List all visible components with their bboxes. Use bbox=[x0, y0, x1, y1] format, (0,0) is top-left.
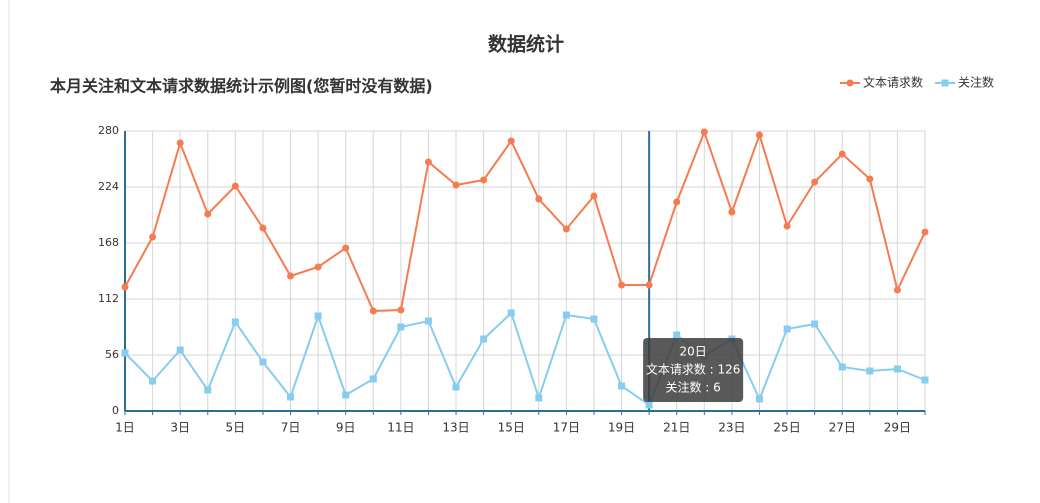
y-tick-label: 112 bbox=[98, 292, 119, 305]
x-tick-label: 5日 bbox=[226, 421, 246, 435]
point bbox=[424, 158, 432, 166]
y-tick-label: 280 bbox=[98, 124, 119, 137]
x-tick-label: 1日 bbox=[115, 421, 135, 435]
point bbox=[424, 317, 432, 325]
tooltip-line: 关注数 : 6 bbox=[665, 380, 720, 395]
point bbox=[314, 263, 322, 271]
point bbox=[342, 391, 350, 399]
x-tick-label: 3日 bbox=[170, 421, 190, 435]
y-tick-label: 168 bbox=[98, 236, 119, 249]
point bbox=[590, 192, 598, 200]
point bbox=[893, 365, 901, 373]
point bbox=[700, 128, 708, 136]
x-tick-label: 29日 bbox=[884, 421, 911, 435]
legend-marker bbox=[941, 79, 949, 87]
point bbox=[452, 383, 460, 391]
tooltip-box bbox=[643, 338, 744, 402]
x-tick-label: 15日 bbox=[498, 421, 525, 435]
x-tick-label: 9日 bbox=[336, 421, 356, 435]
legend-marker bbox=[846, 79, 854, 87]
point bbox=[507, 309, 515, 317]
point bbox=[562, 225, 570, 233]
point bbox=[866, 367, 874, 375]
point bbox=[535, 195, 543, 203]
point bbox=[287, 272, 295, 280]
point bbox=[618, 382, 626, 390]
point bbox=[176, 346, 184, 354]
legend-label: 文本请求数 bbox=[863, 75, 923, 90]
point bbox=[838, 363, 846, 371]
x-tick-label: 23日 bbox=[718, 421, 745, 435]
point bbox=[811, 320, 819, 328]
point bbox=[618, 281, 626, 289]
point bbox=[921, 376, 929, 384]
y-tick-label: 0 bbox=[112, 404, 119, 417]
point bbox=[590, 315, 598, 323]
point bbox=[149, 233, 157, 241]
point bbox=[397, 323, 405, 331]
point bbox=[259, 224, 267, 232]
point bbox=[231, 182, 239, 190]
x-tick-label: 13日 bbox=[442, 421, 469, 435]
y-tick-label: 56 bbox=[105, 348, 119, 361]
tooltip-title: 20日 bbox=[679, 345, 706, 359]
point bbox=[480, 176, 488, 184]
point bbox=[121, 283, 129, 291]
series-line bbox=[124, 129, 926, 313]
point bbox=[121, 349, 129, 357]
point bbox=[314, 312, 322, 320]
point bbox=[369, 307, 377, 315]
point bbox=[562, 311, 570, 319]
chart-subtitle: 本月关注和文本请求数据统计示例图(您暂时没有数据) bbox=[50, 77, 433, 96]
series-line bbox=[124, 311, 926, 407]
point bbox=[783, 222, 791, 230]
point bbox=[452, 181, 460, 189]
point bbox=[673, 331, 681, 339]
point bbox=[535, 394, 543, 402]
point bbox=[728, 208, 736, 216]
point bbox=[893, 286, 901, 294]
point bbox=[507, 137, 515, 145]
point bbox=[480, 335, 488, 343]
x-tick-label: 25日 bbox=[773, 421, 800, 435]
point bbox=[645, 401, 653, 409]
point bbox=[259, 358, 267, 366]
point bbox=[149, 377, 157, 385]
point bbox=[673, 198, 681, 206]
tooltip-line: 文本请求数 : 126 bbox=[646, 362, 741, 377]
point bbox=[921, 228, 929, 236]
x-tick-label: 11日 bbox=[387, 421, 414, 435]
point bbox=[287, 393, 295, 401]
y-tick-label: 224 bbox=[98, 180, 119, 193]
x-tick-label: 17日 bbox=[553, 421, 580, 435]
point bbox=[397, 306, 405, 314]
x-tick-label: 7日 bbox=[281, 421, 301, 435]
point bbox=[755, 395, 763, 403]
legend-label: 关注数 bbox=[958, 75, 994, 90]
point bbox=[838, 150, 846, 158]
point bbox=[645, 281, 653, 289]
point bbox=[204, 386, 212, 394]
point bbox=[755, 131, 763, 139]
x-tick-label: 27日 bbox=[829, 421, 856, 435]
point bbox=[231, 318, 239, 326]
point bbox=[176, 139, 184, 147]
point bbox=[811, 178, 819, 186]
point bbox=[342, 244, 350, 252]
point bbox=[204, 210, 212, 218]
point bbox=[866, 175, 874, 183]
point bbox=[783, 325, 791, 333]
x-tick-label: 19日 bbox=[608, 421, 635, 435]
point bbox=[369, 375, 377, 383]
x-tick-label: 21日 bbox=[663, 421, 690, 435]
chart-title: 数据统计 bbox=[488, 33, 564, 56]
